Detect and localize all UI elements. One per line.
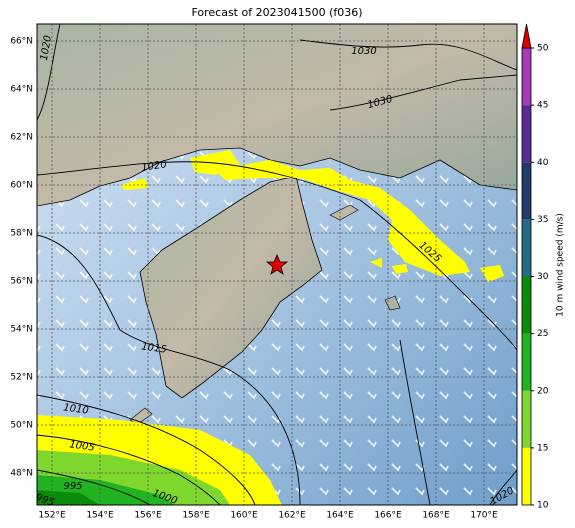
- colorbar-label: 10 m wind speed (m/s): [556, 213, 566, 317]
- lat-label: 48°N: [10, 469, 33, 479]
- colorbar-segment: [522, 390, 531, 448]
- colorbar-segment: [522, 333, 531, 391]
- wind-10-15: [120, 150, 504, 282]
- lon-label: 152°E: [38, 511, 66, 521]
- map-frame: [36, 23, 518, 506]
- colorbar-segment: [522, 48, 531, 106]
- mainland: [37, 24, 517, 207]
- lat-label: 52°N: [10, 373, 33, 383]
- lat-label: 62°N: [10, 133, 33, 143]
- contour-label: 1005: [69, 439, 96, 453]
- lon-label: 164°E: [326, 511, 354, 521]
- wind-25-30: [37, 490, 100, 505]
- lon-label: 166°E: [374, 511, 402, 521]
- lon-label: 168°E: [422, 511, 450, 521]
- lon-label: 156°E: [134, 511, 162, 521]
- colorbar-tick-label: 40: [537, 158, 549, 168]
- lon-label: 162°E: [278, 511, 306, 521]
- lat-label: 58°N: [10, 229, 33, 239]
- lat-label: 50°N: [10, 421, 33, 431]
- colorbar: 10 15 20 25 30 35 40 45 50: [521, 23, 549, 511]
- colorbar-tick-label: 15: [537, 443, 548, 453]
- colorbar-tick-label: 45: [537, 101, 548, 111]
- lon-label: 158°E: [182, 511, 210, 521]
- contour-label: 1015: [141, 341, 168, 355]
- lat-label: 56°N: [10, 277, 33, 287]
- lat-label: 66°N: [10, 37, 33, 47]
- contour-label: 1020: [39, 35, 54, 62]
- colorbar-tick-label: 25: [537, 329, 548, 339]
- isobars: [37, 24, 517, 505]
- lon-label: 154°E: [86, 511, 114, 521]
- location-star: [265, 253, 289, 275]
- contour-label: 995: [63, 481, 82, 492]
- map-title: Forecast of 2023041500 (f036): [191, 6, 362, 19]
- colorbar-segment: [522, 162, 531, 220]
- colorbar-tick-label: 30: [537, 272, 549, 282]
- colorbar-tick-label: 20: [537, 386, 549, 396]
- graticule: [37, 24, 517, 505]
- contour-label: 1020: [141, 159, 168, 173]
- lon-label: 170°E: [470, 511, 498, 521]
- lat-label: 54°N: [10, 325, 33, 335]
- colorbar-extend: [521, 23, 532, 49]
- lat-label: 64°N: [10, 85, 33, 95]
- contour-label: 1030: [351, 46, 376, 57]
- colorbar-tick-label: 50: [537, 44, 549, 54]
- colorbar-tick-label: 10: [537, 501, 549, 511]
- lat-label: 60°N: [10, 181, 33, 191]
- kamchatka: [139, 175, 323, 399]
- colorbar-tick-label: 35: [537, 215, 548, 225]
- colorbar-segment: [522, 105, 531, 163]
- colorbar-segment: [522, 276, 531, 334]
- lon-label: 160°E: [230, 511, 258, 521]
- contour-label: 1010: [63, 402, 90, 416]
- colorbar-segment: [522, 447, 531, 505]
- colorbar-segment: [522, 219, 531, 277]
